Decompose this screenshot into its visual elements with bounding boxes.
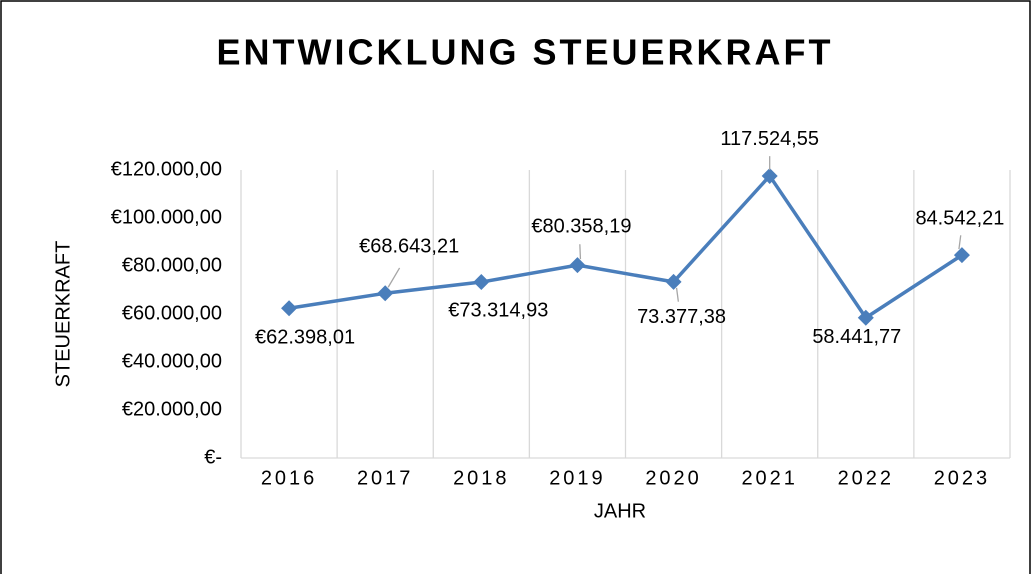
data-label: €62.398,01 bbox=[255, 327, 355, 349]
marker bbox=[377, 285, 394, 302]
data-label: 117.524,55 bbox=[720, 128, 819, 150]
x-tick-label: 2019 bbox=[549, 467, 606, 489]
y-axis-title: STEUERKRAFT bbox=[52, 241, 74, 388]
y-tick-label: €80.000,00 bbox=[122, 254, 222, 276]
leader-line bbox=[675, 287, 680, 302]
data-label: 73.377,38 bbox=[637, 306, 726, 328]
data-label: €73.314,93 bbox=[448, 299, 548, 321]
data-label: €68.643,21 bbox=[359, 236, 459, 258]
y-tick-label: €20.000,00 bbox=[122, 398, 222, 420]
chart-title: ENTWICKLUNG STEUERKRAFT bbox=[217, 32, 834, 73]
leader-line bbox=[387, 267, 401, 288]
marker bbox=[953, 247, 970, 264]
marker bbox=[761, 167, 778, 184]
x-tick-label: 2016 bbox=[261, 467, 318, 489]
y-tick-label: €120.000,00 bbox=[111, 158, 222, 180]
y-tick-label: €40.000,00 bbox=[122, 350, 222, 372]
y-tick-label: €60.000,00 bbox=[122, 302, 222, 324]
y-tick-label: €- bbox=[204, 446, 222, 468]
y-tick-label: €100.000,00 bbox=[111, 206, 222, 228]
data-label: €80.358,19 bbox=[531, 215, 631, 237]
x-tick-label: 2022 bbox=[838, 467, 895, 489]
x-tick-label: 2018 bbox=[453, 467, 510, 489]
x-tick-label: 2017 bbox=[357, 467, 414, 489]
line bbox=[288, 174, 963, 320]
x-tick-label: 2021 bbox=[741, 467, 798, 489]
x-tick-label: 2020 bbox=[645, 467, 702, 489]
x-axis-title: JAHR bbox=[594, 500, 646, 522]
marker bbox=[665, 273, 682, 290]
leader-line bbox=[579, 244, 582, 260]
marker bbox=[281, 300, 298, 317]
data-label: 58.441,77 bbox=[812, 326, 901, 348]
marker bbox=[569, 257, 586, 274]
marker bbox=[473, 274, 490, 291]
leader-line bbox=[958, 235, 962, 250]
marker bbox=[857, 309, 874, 326]
data-label: 84.542,21 bbox=[915, 207, 1004, 229]
x-tick-label: 2023 bbox=[934, 467, 991, 489]
